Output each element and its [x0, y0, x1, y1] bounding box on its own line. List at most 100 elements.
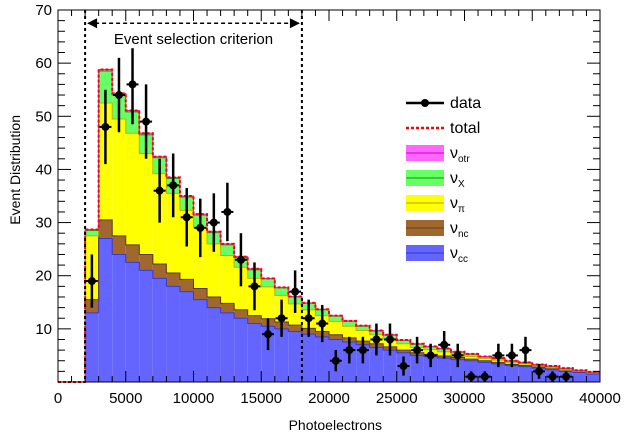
bar-cc-28: [450, 359, 465, 382]
bar-cc-12: [234, 318, 248, 382]
data-point-27: [453, 351, 462, 360]
y-tick-label-60: 60: [35, 55, 52, 72]
y-tick-label-50: 50: [35, 108, 52, 125]
bar-cc-14: [261, 326, 275, 382]
bar-cc-2: [98, 238, 113, 382]
legend-sub-X: X: [458, 179, 465, 190]
bar-cc-38: [586, 374, 600, 382]
x-tick-label-25000: 25000: [376, 390, 418, 407]
total-line: [58, 68, 600, 383]
bar-nc-4: [125, 244, 140, 263]
bar-pi-19: [329, 321, 343, 335]
bar-pi-36: [559, 369, 573, 371]
bar-cc-37: [572, 372, 587, 382]
bar-X-19: [329, 316, 343, 322]
data-point-16: [304, 314, 313, 323]
legend-sub-otr: otr: [458, 154, 470, 165]
bar-nc-11: [220, 303, 235, 313]
bar-cc-3: [112, 254, 126, 382]
bar-pi-16: [288, 303, 302, 326]
data-point-35: [562, 372, 571, 381]
y-axis-title: Event Distribution: [7, 115, 23, 225]
bar-cc-32: [505, 365, 519, 382]
data-point-29: [480, 372, 489, 381]
data-point-11: [236, 255, 245, 264]
selection-arrow-right: [289, 18, 300, 29]
data-point-31: [507, 351, 516, 360]
total-step-line: [58, 68, 600, 383]
bar-X-14: [261, 278, 275, 287]
legend-label-X: νX: [450, 170, 465, 190]
bar-cc-16: [288, 331, 302, 382]
bar-X-15: [274, 287, 289, 296]
bar-pi-21: [356, 330, 370, 342]
bar-nc-30: [478, 360, 492, 363]
legend: data total νotr νX νπ νnc νcc: [406, 95, 481, 265]
y-tick-label-10: 10: [35, 321, 52, 338]
x-tick-labels: 0 5000 10000 15000 20000 25000 30000 35000 40000: [54, 390, 621, 407]
data-point-25: [426, 351, 435, 360]
data-point-8: [196, 223, 205, 232]
bar-pi-30: [478, 358, 492, 361]
data-point-28: [467, 372, 476, 381]
bar-pi-11: [220, 255, 235, 304]
bar-nc-10: [207, 296, 221, 308]
bar-pi-5: [139, 153, 153, 255]
bar-X-20: [342, 321, 357, 327]
bar-cc-18: [315, 336, 329, 382]
data-point-10: [223, 207, 232, 216]
bar-nc-19: [329, 334, 343, 340]
data-point-21: [372, 335, 381, 344]
data-point-26: [440, 340, 449, 349]
y-tick-labels: 10 20 30 40 50 60 70: [35, 2, 52, 338]
bar-nc-6: [152, 264, 167, 279]
bar-nc-29: [464, 359, 479, 361]
data-point-1: [101, 122, 110, 131]
x-tick-label-10000: 10000: [173, 390, 215, 407]
legend-label-data: data: [450, 95, 481, 112]
legend-label-cc: νcc: [450, 245, 468, 265]
axis-ticks: [57, 9, 601, 383]
bar-X-2: [98, 71, 113, 103]
data-point-23: [399, 362, 408, 371]
data-point-7: [182, 213, 191, 222]
bar-cc-15: [274, 328, 289, 382]
legend-label-otr: νotr: [450, 145, 470, 165]
bar-cc-9: [193, 299, 208, 382]
bar-X-30: [478, 357, 492, 359]
bar-pi-29: [464, 356, 479, 360]
bar-X-24: [396, 340, 411, 344]
bar-cc-4: [125, 262, 140, 382]
bar-X-29: [464, 354, 479, 357]
y-tick-label-30: 30: [35, 215, 52, 232]
bar-pi-33: [518, 363, 533, 366]
bar-cc-11: [220, 312, 235, 382]
data-point-17: [318, 319, 327, 328]
bar-pi-20: [342, 326, 357, 338]
selection-markers: [84, 10, 303, 382]
data-points: [85, 44, 573, 382]
bar-cc-31: [491, 363, 506, 382]
bar-cc-5: [139, 270, 153, 382]
bar-pi-35: [545, 367, 560, 369]
data-point-20: [358, 346, 367, 355]
bar-nc-33: [518, 365, 533, 367]
bar-nc-16: [288, 325, 302, 332]
data-point-18: [331, 356, 340, 365]
data-point-15: [291, 287, 300, 296]
bar-nc-5: [139, 254, 153, 271]
bar-pi-24: [396, 343, 411, 351]
bar-cc-26: [423, 356, 438, 382]
bar-X-35: [545, 366, 560, 368]
bar-pi-3: [112, 118, 126, 236]
legend-sub-pi: π: [458, 204, 465, 215]
bar-nc-13: [247, 315, 262, 324]
bar-cc-13: [247, 323, 262, 382]
bar-pi-14: [261, 286, 275, 319]
legend-label-pi: νπ: [450, 195, 465, 215]
selection-arrow-left: [87, 18, 98, 29]
data-point-19: [345, 346, 354, 355]
bar-cc-17: [301, 334, 316, 382]
outline-nc: [58, 219, 600, 383]
